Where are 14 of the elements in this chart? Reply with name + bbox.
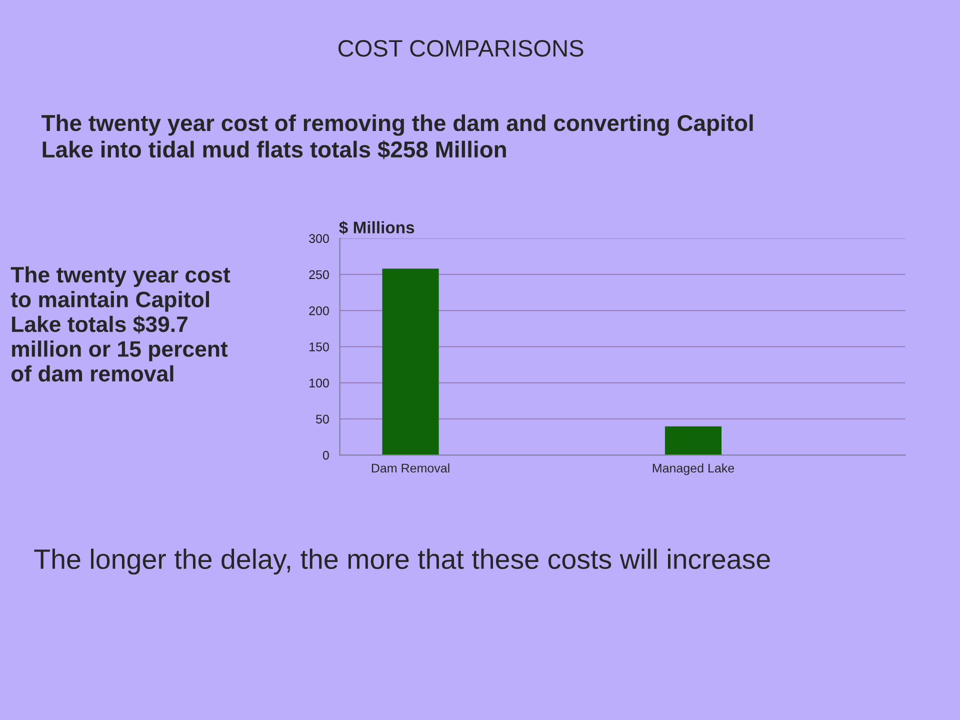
y-tick-label: 0 <box>322 450 329 460</box>
text: The longer the delay, the more that these costs will increase <box>34 548 770 575</box>
chart-subtitle: The twenty year cost of removing the dam and converting Capitol Lake into tidal mud flats totals $258 Million <box>42 114 753 160</box>
x-tick-label: Dam Removal <box>372 463 450 473</box>
y-tick-label: 300 <box>309 234 329 243</box>
y-tick-label: 250 <box>309 270 329 280</box>
y-tick-label: 50 <box>316 414 329 424</box>
x-tick-label: Managed Lake <box>652 463 734 476</box>
chart-title: COST COMPARISONS <box>338 40 584 57</box>
y-axis-title: $ Millions <box>339 220 414 235</box>
y-tick-label: 200 <box>309 306 329 316</box>
y-tick-label: 150 <box>310 342 329 352</box>
y-tick-label: 100 <box>310 378 329 388</box>
text: The twenty year cost to maintain Capitol Lake totals $39.7 million or 15 percent of dam removal <box>10 266 230 382</box>
